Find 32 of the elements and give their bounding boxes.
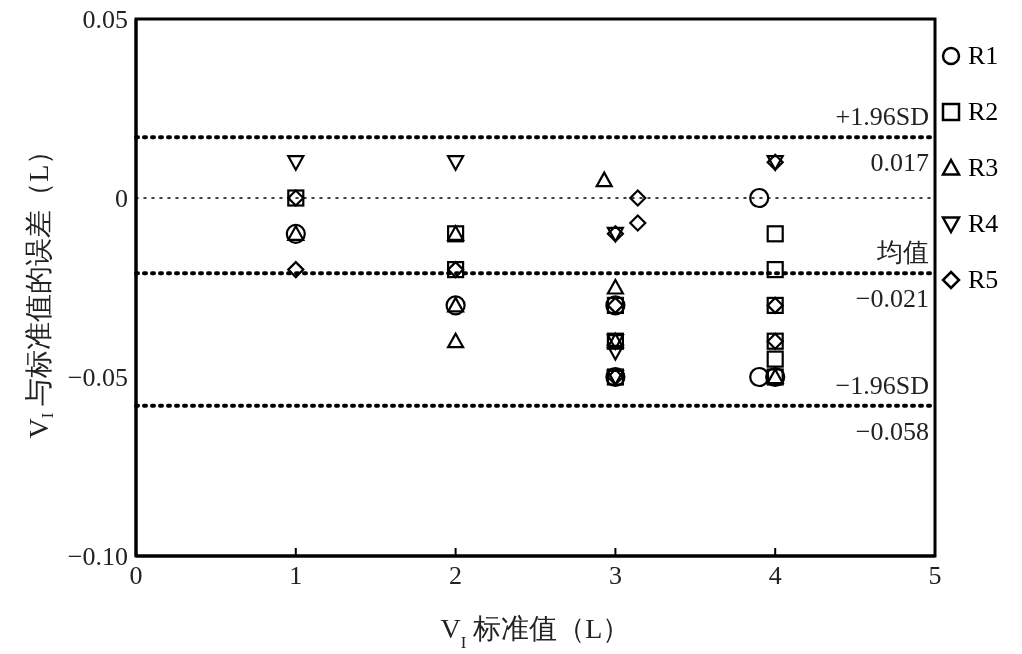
y-tick-label: −0.10 — [67, 542, 128, 572]
y-tick-label: 0 — [115, 184, 128, 214]
point — [287, 155, 305, 171]
point — [287, 261, 305, 279]
point — [595, 171, 613, 188]
point — [749, 366, 770, 388]
point — [606, 344, 624, 361]
legend-label: R5 — [968, 265, 999, 295]
point — [766, 225, 784, 243]
y-tick-label: 0.05 — [82, 5, 128, 35]
ref-line-label: −1.96SD −0.058 — [835, 370, 929, 446]
x-tick-label: 4 — [768, 561, 782, 591]
legend-label: R1 — [968, 41, 999, 71]
point — [606, 278, 624, 295]
y-tick-label: −0.05 — [67, 363, 128, 393]
x-tick-label: 2 — [449, 561, 463, 591]
x-tick-label: 1 — [289, 561, 303, 591]
point — [447, 155, 465, 171]
point — [629, 189, 647, 207]
x-axis-title: V$_{I}$ 标准值（L） — [440, 613, 631, 652]
ref-line-label: +1.96SD 0.017 — [835, 102, 929, 178]
x-tick-label: 3 — [608, 561, 622, 591]
x-tick-label: 5 — [928, 561, 942, 591]
legend-label: R3 — [968, 153, 999, 183]
legend-label: R2 — [968, 97, 999, 127]
point — [447, 332, 465, 349]
point — [629, 214, 647, 232]
ref-line-label: 均值 −0.021 — [855, 238, 929, 314]
point — [766, 261, 784, 279]
point — [749, 187, 770, 209]
legend-label: R4 — [968, 209, 999, 239]
point — [766, 350, 784, 368]
